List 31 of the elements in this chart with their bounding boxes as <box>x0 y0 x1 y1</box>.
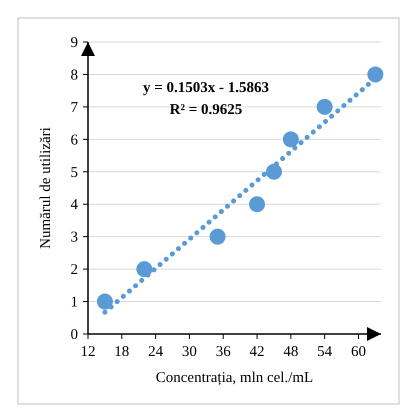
x-axis-title: Concentrația, mln cel./mL <box>156 370 314 386</box>
annotation: R² = 0.9625 <box>170 102 242 118</box>
x-tick-label: 60 <box>350 344 366 360</box>
point <box>316 98 333 115</box>
y-tick-label: 5 <box>70 164 78 181</box>
point <box>96 294 113 310</box>
annotation: y = 0.1503x - 1.5863 <box>142 80 270 96</box>
y-tick-label: 0 <box>70 327 78 343</box>
point <box>136 261 152 278</box>
point <box>367 66 384 82</box>
x-tick-label: 54 <box>317 344 333 360</box>
point <box>249 196 266 212</box>
point <box>266 164 282 180</box>
y-tick-label: 9 <box>70 35 78 51</box>
y-tick-label: 1 <box>70 294 78 311</box>
y-tick-label: 3 <box>70 230 78 246</box>
y-tick-label: 7 <box>70 100 78 116</box>
y-tick-label: 8 <box>70 67 78 84</box>
x-tick-label: 30 <box>182 344 197 360</box>
y-tick-label: 6 <box>70 132 78 148</box>
x-tick-label: 24 <box>148 344 164 360</box>
x-tick-label: 18 <box>114 344 130 360</box>
y-tick-label: 4 <box>70 197 78 214</box>
point <box>210 228 226 245</box>
point <box>282 131 299 148</box>
x-tick-label: 36 <box>216 344 232 360</box>
x-tick-label: 42 <box>250 344 265 360</box>
x-tick-label: 12 <box>80 344 96 360</box>
x-tick-label: 48 <box>283 344 298 360</box>
y-axis-title: Numărul de utilizări <box>38 127 54 249</box>
y-tick-label: 2 <box>70 262 78 278</box>
